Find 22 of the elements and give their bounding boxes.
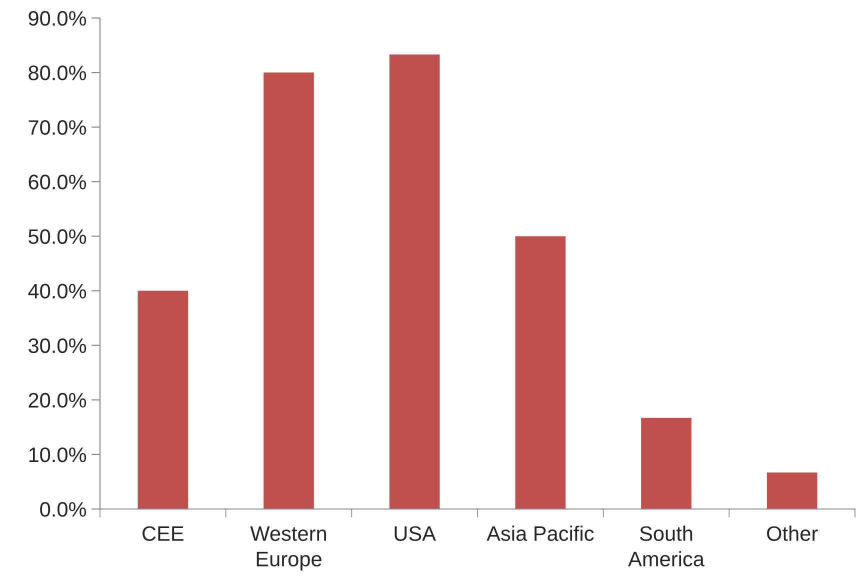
bar	[389, 54, 440, 509]
bar	[766, 472, 818, 509]
y-tick-label: 40.0%	[28, 284, 86, 299]
y-tick-label: 90.0%	[28, 11, 86, 26]
y-tick-label: 50.0%	[28, 229, 86, 244]
x-tick-label: USA	[394, 526, 436, 541]
y-tick-label: 70.0%	[28, 120, 86, 135]
x-tick-label: Western Europe	[250, 526, 326, 571]
y-tick-label: 60.0%	[28, 174, 86, 190]
bar	[264, 72, 314, 509]
y-tick-label: 80.0%	[28, 66, 86, 80]
x-tick-label: South America	[628, 526, 704, 566]
y-tick-label: 30.0%	[28, 338, 86, 354]
bar	[138, 290, 188, 509]
x-tick-label: Other	[767, 526, 818, 541]
y-tick-label: 10.0%	[29, 447, 86, 462]
y-tick-label: 20.0%	[28, 392, 86, 408]
y-tick-label: 0.0%	[40, 502, 86, 517]
x-tick-label: Asia Pacific	[486, 526, 594, 541]
bar	[515, 236, 566, 509]
x-tick-label: CEE	[142, 526, 184, 541]
bar	[641, 418, 692, 509]
